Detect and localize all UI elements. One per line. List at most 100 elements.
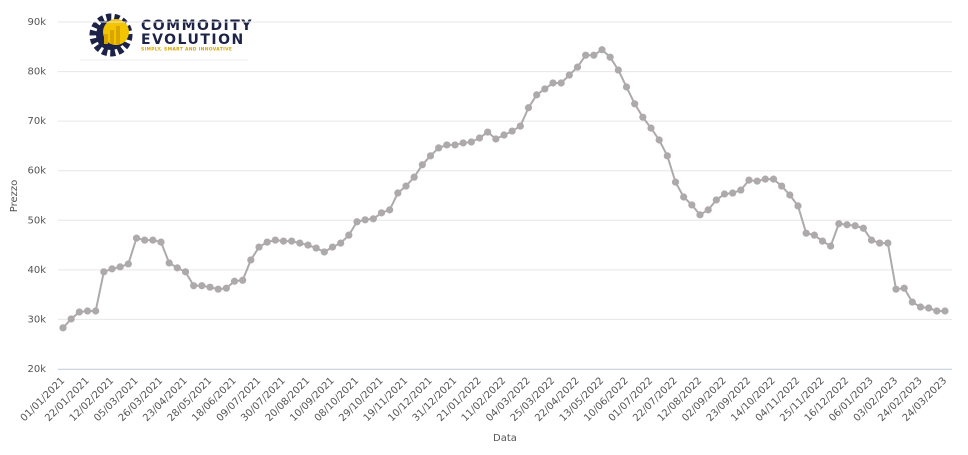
point <box>508 127 516 135</box>
point <box>337 239 345 247</box>
point <box>67 315 75 323</box>
point <box>818 237 827 245</box>
point <box>737 186 745 194</box>
y-tick-label: 40k <box>27 265 46 276</box>
point <box>761 175 769 183</box>
point <box>459 139 467 147</box>
point <box>255 243 263 251</box>
point <box>688 201 696 209</box>
point <box>484 128 492 136</box>
point <box>124 260 132 268</box>
point <box>859 224 867 232</box>
point <box>492 135 500 143</box>
logo-bar <box>110 30 114 44</box>
y-axis-title: Prezzo <box>9 180 20 213</box>
point <box>835 220 843 228</box>
y-tick-label: 50k <box>27 215 46 226</box>
point <box>712 196 720 204</box>
point <box>108 265 116 273</box>
point <box>802 229 810 237</box>
point <box>541 85 549 93</box>
point <box>810 231 818 239</box>
point <box>181 268 190 276</box>
point <box>786 191 794 199</box>
point <box>647 124 655 132</box>
point <box>100 268 108 276</box>
point <box>573 63 582 71</box>
point <box>263 238 271 246</box>
point <box>132 234 141 242</box>
y-tick-label: 30k <box>27 314 46 325</box>
point <box>680 193 688 201</box>
point <box>320 248 328 256</box>
point <box>843 221 851 229</box>
point <box>524 104 533 112</box>
point <box>663 152 671 160</box>
point <box>827 242 835 250</box>
grid <box>58 21 952 370</box>
point <box>565 71 573 79</box>
point <box>794 202 802 210</box>
y-tick-label: 80k <box>27 67 46 78</box>
point <box>206 283 214 291</box>
point <box>312 244 320 252</box>
point <box>745 176 753 184</box>
y-tick-label: 90k <box>27 17 46 28</box>
point <box>467 138 475 146</box>
point <box>190 282 198 290</box>
point <box>435 144 443 152</box>
point <box>157 238 165 246</box>
point <box>614 66 622 74</box>
point <box>639 113 647 121</box>
point <box>925 304 933 312</box>
point <box>369 215 377 223</box>
logo-tagline: SIMPLY, SMART AND INNOVATIVE <box>141 47 232 53</box>
point <box>582 51 590 59</box>
point <box>386 206 394 214</box>
logo-bar <box>116 26 120 44</box>
point <box>867 236 876 244</box>
point <box>516 122 524 130</box>
point <box>892 285 900 293</box>
point <box>631 100 639 108</box>
point <box>222 284 230 292</box>
point <box>165 259 173 267</box>
point <box>296 239 304 247</box>
point <box>345 231 353 239</box>
point <box>671 178 680 186</box>
x-axis-title: Data <box>493 433 517 444</box>
point <box>941 307 949 315</box>
point <box>410 173 418 181</box>
point <box>655 136 663 144</box>
logo-line2: EVOLUTION <box>141 32 245 48</box>
point <box>851 222 859 230</box>
point <box>443 141 451 149</box>
point <box>549 79 557 87</box>
point <box>141 236 149 244</box>
point <box>753 177 761 185</box>
point <box>92 307 100 315</box>
point <box>149 236 157 244</box>
point <box>533 91 541 99</box>
point <box>59 324 67 332</box>
point <box>271 236 279 244</box>
point <box>361 216 369 224</box>
point <box>116 263 124 271</box>
point <box>288 237 296 245</box>
point <box>304 241 312 249</box>
point <box>394 189 402 197</box>
point <box>916 303 925 311</box>
logo-gear-teeth <box>89 13 133 57</box>
y-tick-label: 60k <box>27 166 46 177</box>
logo-bar <box>104 34 108 44</box>
point <box>729 189 737 197</box>
point <box>328 243 337 251</box>
point <box>475 134 484 142</box>
point <box>353 218 361 226</box>
point <box>704 206 712 214</box>
point <box>720 190 729 198</box>
point <box>418 161 426 169</box>
point <box>908 298 916 306</box>
point <box>500 131 508 139</box>
